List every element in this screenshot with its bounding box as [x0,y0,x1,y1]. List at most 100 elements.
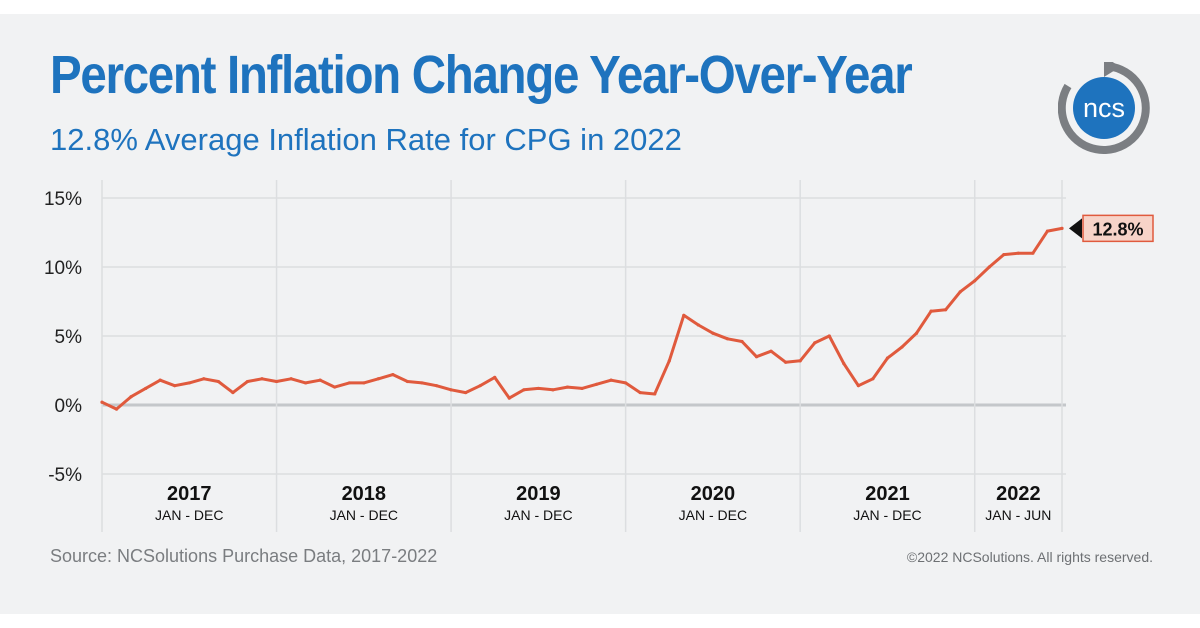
data-point [740,339,744,344]
callout-pointer-icon [1069,218,1082,239]
y-tick-label: 10% [44,258,82,279]
data-point [784,360,788,364]
infographic-card [0,14,1200,614]
year-label: 2020 [691,483,736,505]
data-point [813,341,817,345]
data-point [434,384,439,388]
copyright-note: ©2022 NCSolutions. All rights reserved. [906,549,1153,565]
data-point [580,386,584,391]
data-point [1031,251,1035,255]
data-point [900,345,904,349]
data-point [114,407,119,411]
data-point [958,290,962,294]
series-layer [100,226,1064,411]
year-label: 2019 [516,483,561,505]
data-point [289,377,293,381]
data-point [914,331,919,335]
callout-box [1082,214,1154,243]
data-point [653,392,657,396]
data-point [885,356,890,360]
page-title: Percent Inflation Change Year-Over-Year [50,45,913,105]
grid-layer [101,180,1066,532]
data-point [493,375,497,379]
y-tick-label: 15% [44,189,82,210]
data-point [856,384,860,388]
data-point [609,378,613,382]
data-point [594,382,599,386]
data-point [842,362,846,366]
data-point [1045,229,1050,233]
y-tick-label: 0% [55,396,83,417]
source-note: Source: NCSolutions Purchase Data, 2017-… [50,546,438,566]
data-point [522,388,526,392]
x-axis-year-labels: 2017 JAN - DEC 2018 JAN - DEC 2019 JAN - DEC 2… [155,483,1051,523]
data-point [769,349,773,353]
data-point [391,373,395,377]
year-range-label: JAN - DEC [330,507,398,523]
y-axis-ticks: -5% 0% 5% 10% 15% [44,189,82,486]
logo-arrowhead-icon [1104,62,1120,77]
data-point [420,381,424,385]
callout-label: 12.8% [1092,219,1143,239]
year-range-label: JAN - JUN [985,507,1051,523]
data-point [536,386,540,391]
logo-inner-circle [1073,77,1135,139]
year-range-label: JAN - DEC [679,507,747,523]
data-point [405,379,410,384]
data-point [333,385,337,389]
data-point [507,396,511,400]
data-point [376,377,380,381]
year-label: 2017 [167,483,212,505]
year-label: 2022 [996,483,1041,505]
callout-layer: 12.8% [1069,214,1154,243]
data-point [129,395,133,399]
data-point [202,377,206,381]
year-range-label: JAN - DEC [853,507,921,523]
data-point [754,355,759,359]
data-point [478,384,482,388]
data-point [464,390,468,395]
data-point [1060,226,1064,230]
data-point [929,309,933,313]
data-point [551,388,555,392]
page-subtitle: 12.8% Average Inflation Rate for CPG in … [50,122,682,157]
data-point [871,377,875,381]
data-point [973,279,977,283]
data-point [274,379,279,384]
data-point [987,265,991,269]
data-point [682,313,686,317]
data-point [667,359,671,363]
data-point [362,381,366,385]
data-point [696,323,700,327]
y-tick-label: 5% [55,327,83,348]
data-point [1016,251,1020,255]
data-point [798,359,802,363]
year-range-label: JAN - DEC [504,507,572,523]
data-point [725,337,730,341]
data-point [944,308,948,312]
data-point [216,379,220,384]
data-point [711,331,715,335]
data-point [231,390,235,395]
circular-arrow-logo-icon [1058,62,1150,154]
data-point [100,400,104,404]
data-point [245,379,250,384]
logo-text: ncs [1083,93,1125,123]
data-point [624,381,628,385]
y-tick-label: -5% [48,465,82,486]
data-point [1002,252,1006,257]
data-point [187,381,191,385]
data-point [318,378,322,382]
data-point [260,377,264,381]
data-point [565,385,570,389]
data-point [347,381,351,385]
ncs-logo: ncs [1058,62,1150,154]
data-point [827,334,831,338]
data-point [638,390,642,395]
data-point [144,386,148,391]
year-label: 2021 [865,483,910,505]
data-point [173,384,177,388]
year-range-label: JAN - DEC [155,507,223,523]
data-point [304,381,308,385]
